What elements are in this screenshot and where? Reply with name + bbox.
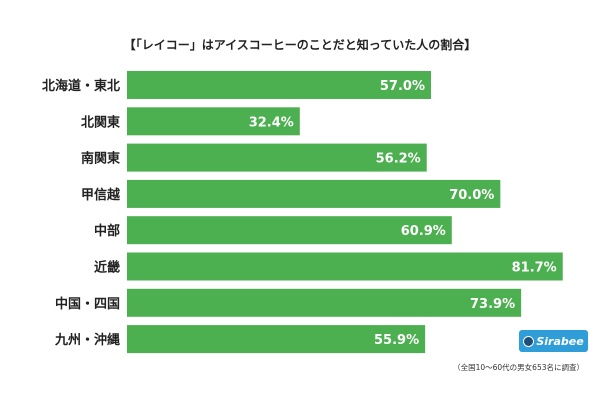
category-label: 近畿 <box>94 260 120 276</box>
bar <box>127 252 563 281</box>
chart-title: 【「レイコー」はアイスコーヒーのことだと知っていた人の割合】 <box>123 38 477 52</box>
value-label: 57.0% <box>380 79 425 94</box>
bar <box>127 288 522 317</box>
value-label: 56.2% <box>376 152 421 167</box>
category-label: 北海道・東北 <box>42 78 120 94</box>
category-label: 北関東 <box>81 114 120 130</box>
value-label: 70.0% <box>449 188 494 203</box>
bar <box>127 179 501 208</box>
sirabee-logo: Sirabee <box>519 330 588 352</box>
bar <box>127 216 452 245</box>
category-label: 中部 <box>94 223 120 239</box>
value-label: 60.9% <box>401 224 446 239</box>
source-note: （全国10～60代の男女653名に調査） <box>453 363 584 372</box>
category-label: 中国・四国 <box>55 296 120 312</box>
value-label: 73.9% <box>470 297 515 312</box>
value-label: 32.4% <box>249 115 294 130</box>
value-label: 81.7% <box>512 261 557 276</box>
category-label: 甲信越 <box>81 187 121 203</box>
category-label: 南関東 <box>81 151 120 167</box>
bar <box>127 143 427 172</box>
bar <box>127 107 300 136</box>
bar <box>127 71 431 99</box>
value-label: 55.9% <box>374 333 419 348</box>
bar <box>127 325 426 354</box>
logo-text: Sirabee <box>536 334 584 348</box>
category-label: 九州・沖縄 <box>54 332 120 348</box>
sirabee-mark-icon <box>523 335 535 347</box>
